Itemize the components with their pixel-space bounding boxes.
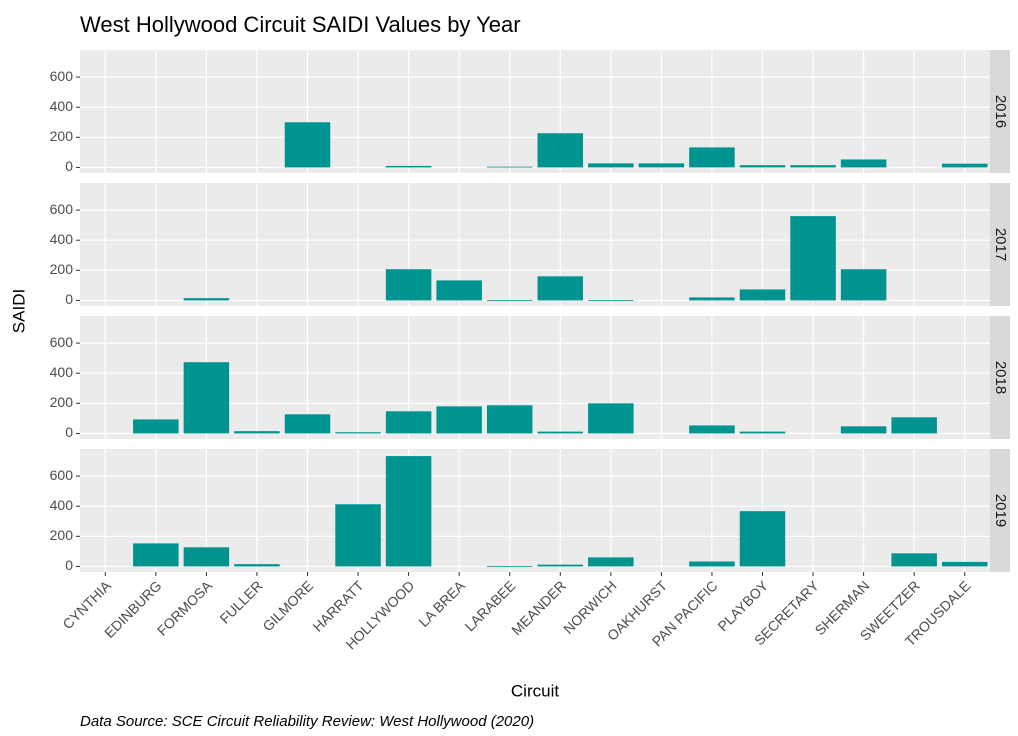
panel-background <box>80 183 990 306</box>
y-tick-label: 200 <box>50 261 74 277</box>
y-tick-label: 400 <box>50 364 74 380</box>
facet-label: 2019 <box>992 494 1009 527</box>
bar <box>588 557 634 567</box>
bar <box>739 511 786 567</box>
bar <box>234 564 280 567</box>
bar <box>891 417 937 434</box>
bar <box>790 216 836 301</box>
bar <box>385 411 432 434</box>
x-axis-label: Circuit <box>511 681 559 700</box>
bar <box>941 561 988 567</box>
bar <box>840 159 887 168</box>
chart-title: West Hollywood Circuit SAIDI Values by Y… <box>80 12 521 37</box>
bar <box>689 147 735 168</box>
bar <box>689 425 735 434</box>
bar <box>385 456 432 567</box>
y-tick-label: 600 <box>50 467 74 483</box>
bar <box>385 269 432 301</box>
y-tick-label: 0 <box>65 557 73 573</box>
bar <box>739 431 786 434</box>
bar <box>436 280 482 301</box>
x-tick-label: GILMORE <box>259 577 316 634</box>
bar <box>840 269 887 301</box>
bar <box>739 165 786 168</box>
y-tick-label: 200 <box>50 394 74 410</box>
bar <box>133 419 179 434</box>
bar <box>739 289 786 301</box>
x-tick-label: FULLER <box>216 577 265 626</box>
y-tick-label: 600 <box>50 68 74 84</box>
y-tick-label: 200 <box>50 527 74 543</box>
bar <box>385 165 432 168</box>
y-tick-label: 400 <box>50 231 74 247</box>
facet-strip <box>990 50 1010 173</box>
y-tick-label: 400 <box>50 98 74 114</box>
bar <box>335 432 381 434</box>
y-tick-label: 600 <box>50 201 74 217</box>
x-tick-label: FORMOSA <box>154 577 216 639</box>
y-tick-label: 400 <box>50 497 74 513</box>
bar <box>941 163 988 168</box>
bar <box>689 561 735 567</box>
panel-background <box>80 449 990 572</box>
caption: Data Source: SCE Circuit Reliability Rev… <box>80 713 534 730</box>
facet-strip <box>990 183 1010 306</box>
bar <box>638 163 685 168</box>
bar <box>335 504 381 567</box>
bar <box>183 298 230 301</box>
y-tick-label: 0 <box>65 424 73 440</box>
bar <box>486 405 533 434</box>
bar <box>486 166 533 168</box>
panel-background <box>80 316 990 439</box>
facet-strip <box>990 316 1010 439</box>
y-tick-label: 0 <box>65 291 73 307</box>
y-axis-label: SAIDI <box>9 289 28 333</box>
bar <box>537 276 584 301</box>
bar <box>790 165 836 168</box>
bar <box>133 543 179 567</box>
bar <box>537 431 584 434</box>
x-tick-label: MEANDER <box>508 577 569 638</box>
panel-background <box>80 50 990 173</box>
bar <box>183 362 230 434</box>
bar <box>588 300 634 301</box>
bar <box>284 122 331 168</box>
bar <box>436 406 482 434</box>
bar <box>891 553 937 567</box>
bar <box>588 163 634 168</box>
facet-label: 2017 <box>992 228 1009 261</box>
bar <box>486 565 533 567</box>
bar <box>183 547 230 567</box>
facet-label: 2018 <box>992 361 1009 394</box>
bar <box>234 431 280 434</box>
bar <box>689 297 735 301</box>
facet-strip <box>990 449 1010 572</box>
bar <box>284 414 331 434</box>
bar <box>840 426 887 434</box>
y-tick-label: 600 <box>50 334 74 350</box>
bar <box>486 300 533 301</box>
bar <box>537 564 584 567</box>
y-tick-label: 200 <box>50 128 74 144</box>
x-tick-label: LA BREA <box>415 577 468 630</box>
bar <box>537 133 584 168</box>
bar <box>588 403 634 434</box>
facet-label: 2016 <box>992 95 1009 128</box>
y-tick-label: 0 <box>65 158 73 174</box>
